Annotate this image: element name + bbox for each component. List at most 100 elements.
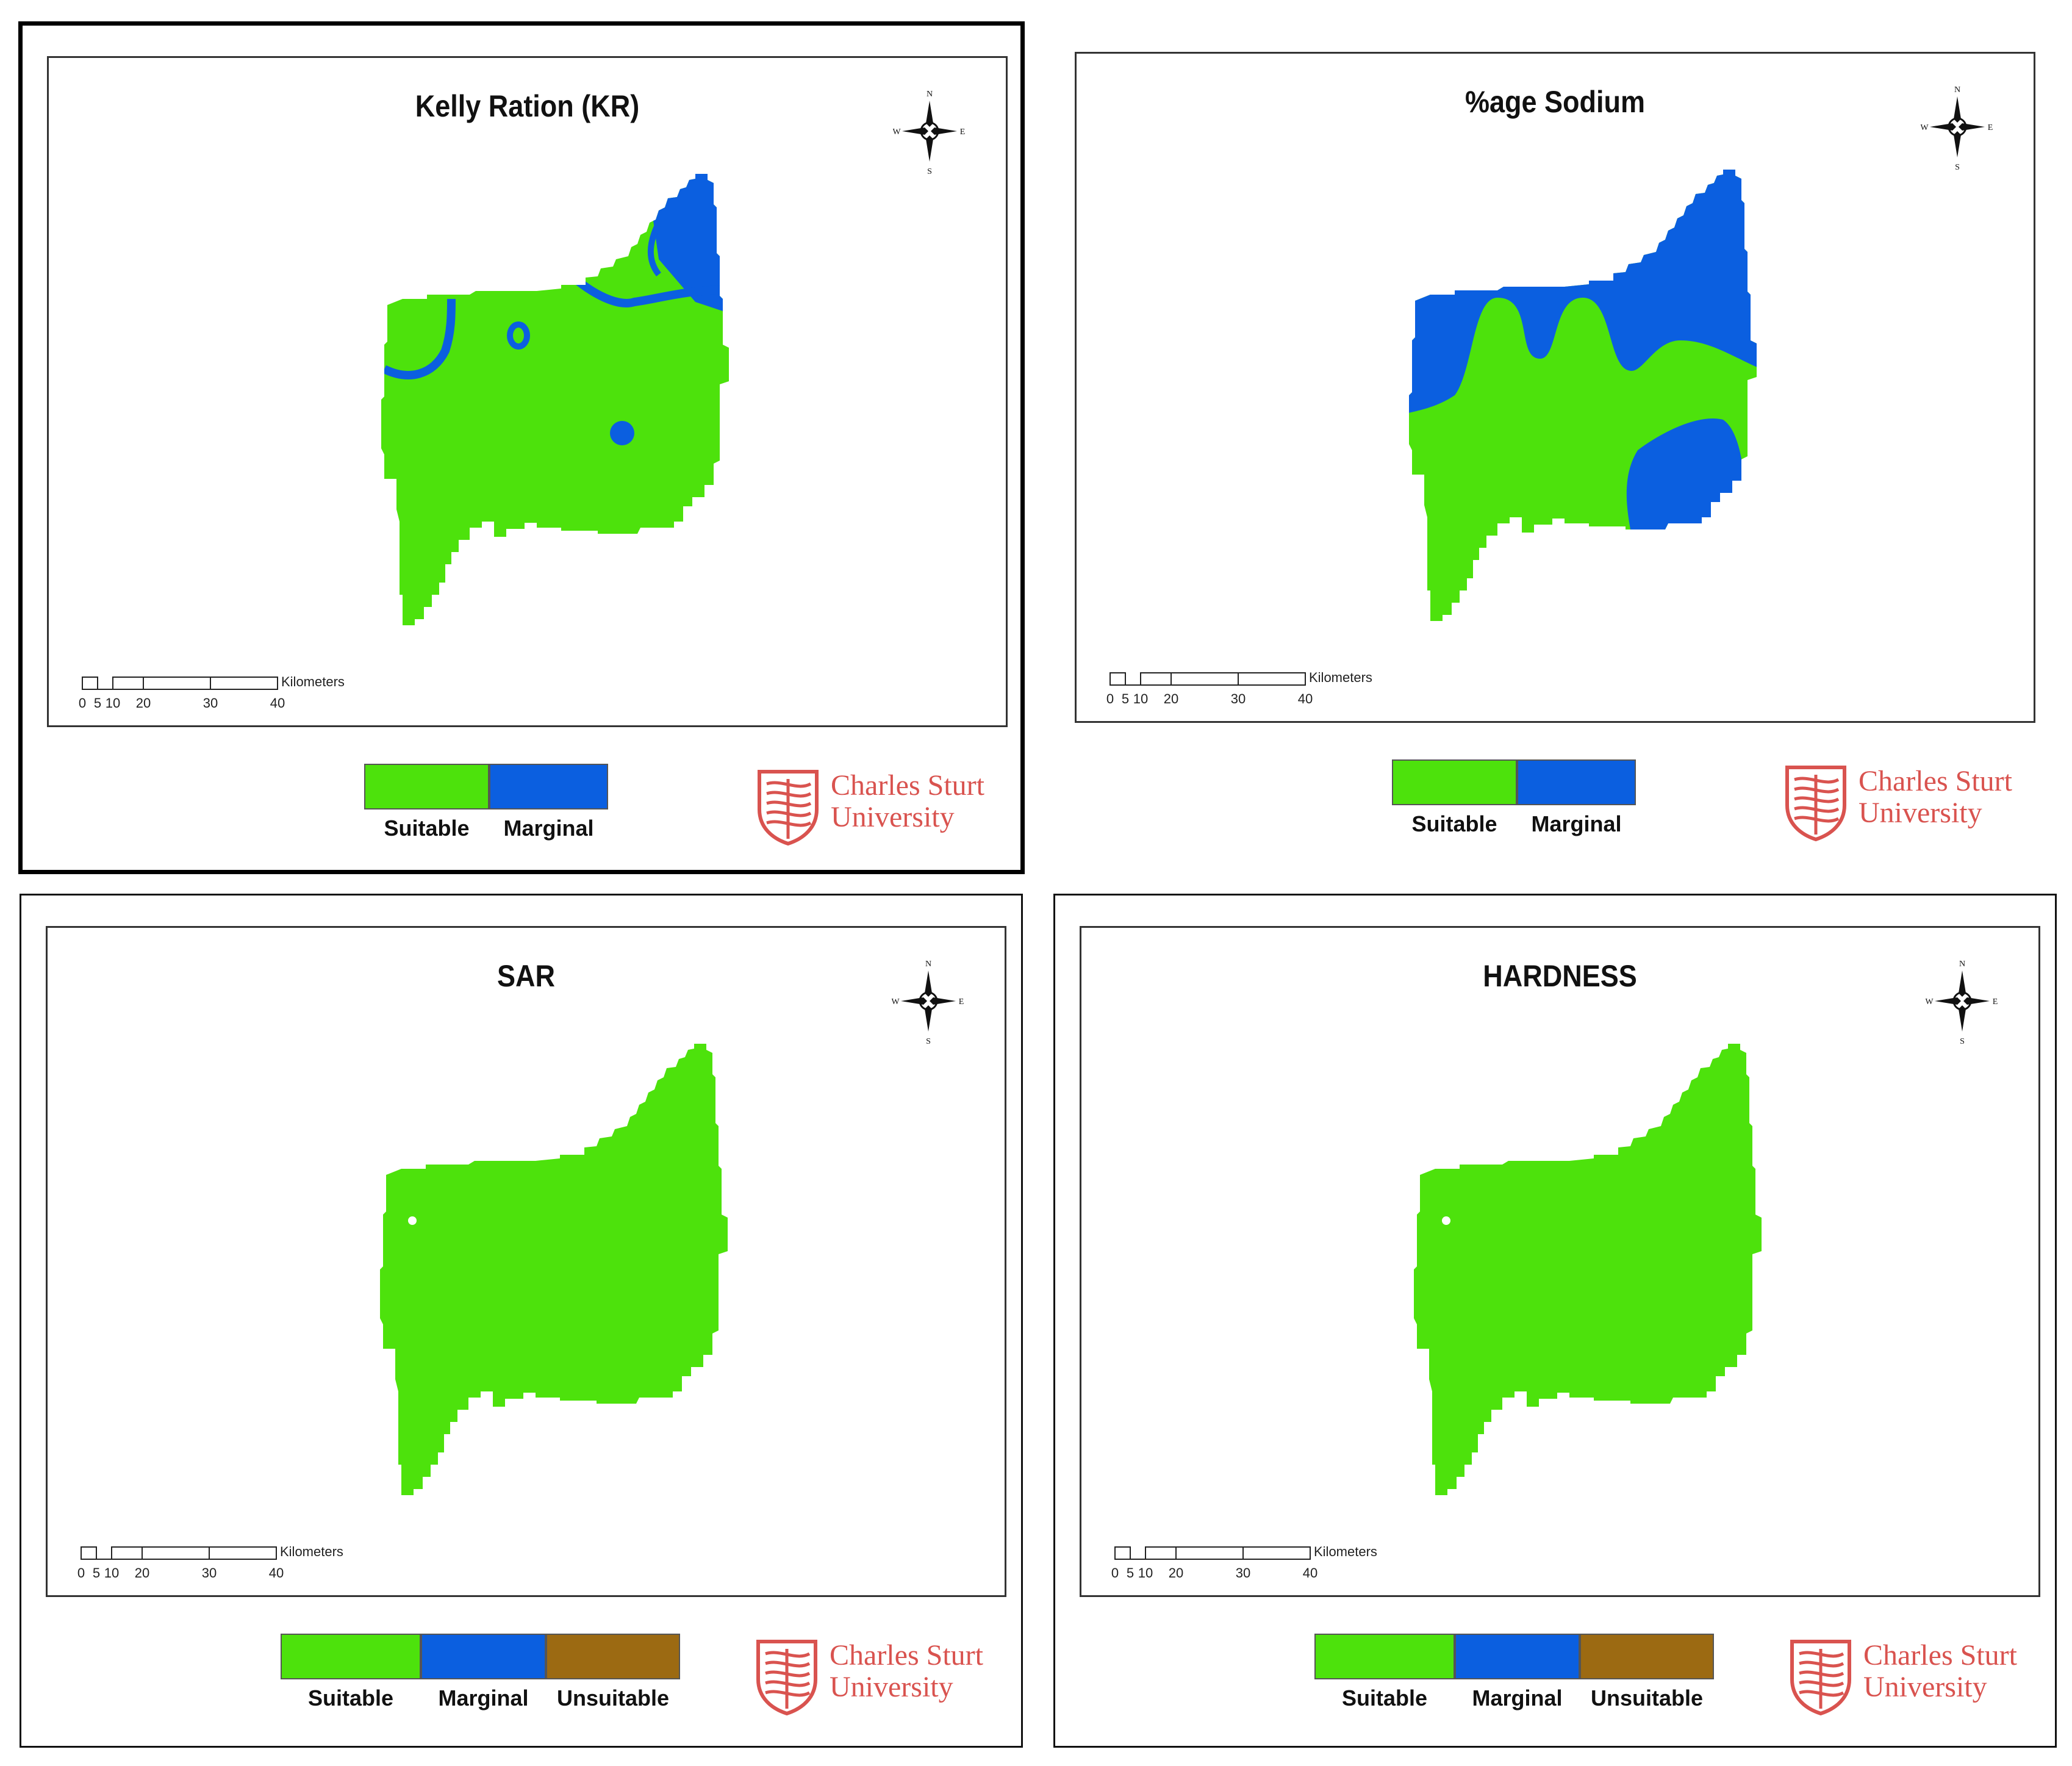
map-frame: Kelly Ration (KR) N S E W 0 5 10 20 30 40 Kilomet… bbox=[47, 56, 1008, 727]
compass-s: S bbox=[926, 1037, 931, 1046]
compass-n: N bbox=[927, 90, 933, 99]
legend bbox=[1392, 759, 1636, 805]
shield-icon bbox=[1785, 766, 1846, 842]
data-gap-spot bbox=[1442, 1216, 1450, 1225]
compass-e: E bbox=[960, 127, 966, 137]
scale-tick-label: 10 bbox=[1133, 691, 1148, 706]
compass-e: E bbox=[959, 997, 964, 1007]
compass-s: S bbox=[1960, 1037, 1965, 1046]
suitable-zone bbox=[380, 1044, 728, 1495]
marginal-ring bbox=[507, 321, 530, 350]
university-logo: Charles Sturt University bbox=[1787, 1637, 2043, 1722]
marginal-spot bbox=[610, 421, 634, 445]
map-frame: %age Sodium N S E W 0 5 10 20 30 40 Kilometers bbox=[1075, 52, 2035, 723]
region-map bbox=[381, 174, 729, 625]
scale-tick-label: 30 bbox=[203, 695, 218, 711]
compass-n: N bbox=[925, 960, 931, 969]
legend-label-suitable: Suitable bbox=[1341, 1685, 1428, 1710]
map-panel-hardness: HARDNESS N S E W 0 5 10 20 30 40 Kilometers Suita… bbox=[1053, 894, 2057, 1748]
map-panel-sar: SAR N S E W 0 5 10 20 30 40 Kilometers Suitable Ma… bbox=[20, 894, 1023, 1748]
north-arrow-icon: N S E W bbox=[1926, 960, 1998, 1046]
compass-n: N bbox=[1954, 85, 1960, 95]
map-title: HARDNESS bbox=[1483, 959, 1637, 993]
shield-icon bbox=[756, 1640, 817, 1716]
legend-swatch-marginal bbox=[421, 1634, 546, 1679]
scale-tick-label: 5 bbox=[94, 695, 101, 711]
marginal-contour bbox=[564, 268, 729, 307]
legend-swatch-unsuitable bbox=[546, 1634, 680, 1679]
logo-line-2: University bbox=[831, 801, 955, 833]
scale-tick-label: 0 bbox=[79, 695, 86, 711]
compass-w: W bbox=[892, 997, 900, 1007]
map-title: SAR bbox=[496, 959, 556, 993]
map-title: Kelly Ration (KR) bbox=[415, 89, 640, 123]
compass-s: S bbox=[1955, 163, 1960, 172]
legend-label-unsuitable: Unsuitable bbox=[556, 1685, 670, 1710]
university-logo: Charles Sturt University bbox=[755, 767, 1011, 852]
university-logo: Charles Sturt University bbox=[753, 1637, 1009, 1722]
marginal-contour bbox=[382, 298, 456, 379]
legend-swatch-unsuitable bbox=[1580, 1634, 1714, 1679]
logo-line-2: University bbox=[830, 1671, 953, 1703]
compass-w: W bbox=[1926, 997, 1934, 1007]
scale-tick-label: 5 bbox=[93, 1565, 100, 1581]
north-arrow-icon: N S E W bbox=[893, 90, 966, 176]
shield-icon bbox=[1790, 1640, 1851, 1716]
map-panel-sodium: %age Sodium N S E W 0 5 10 20 30 40 Kilometers Su… bbox=[1050, 21, 2057, 874]
university-name: Charles Sturt University bbox=[1859, 766, 2012, 829]
marginal-contour bbox=[647, 221, 662, 277]
region-map bbox=[380, 1044, 728, 1495]
marginal-zone bbox=[653, 174, 729, 314]
compass-n: N bbox=[1959, 960, 1965, 969]
region-map bbox=[1414, 1044, 1762, 1495]
map-frame: HARDNESS N S E W 0 5 10 20 30 40 Kilometers bbox=[1080, 926, 2040, 1597]
north-arrow-icon: N S E W bbox=[1921, 85, 1993, 172]
legend-label-marginal: Marginal bbox=[503, 816, 594, 841]
shield-icon bbox=[758, 770, 819, 846]
legend-swatch-suitable bbox=[1314, 1634, 1455, 1679]
legend-swatch-marginal bbox=[1517, 759, 1636, 805]
legend bbox=[281, 1634, 680, 1679]
scale-tick-label: 30 bbox=[1236, 1565, 1250, 1581]
legend-label-suitable: Suitable bbox=[384, 816, 470, 841]
legend-label-suitable: Suitable bbox=[1411, 811, 1497, 836]
logo-line-1: Charles Sturt bbox=[1859, 765, 2012, 797]
legend-swatch-marginal bbox=[1455, 1634, 1580, 1679]
legend bbox=[1314, 1634, 1714, 1679]
legend-swatch-suitable bbox=[1392, 759, 1517, 805]
region-map bbox=[1409, 170, 1757, 621]
compass-w: W bbox=[1921, 123, 1929, 132]
logo-line-1: Charles Sturt bbox=[830, 1639, 983, 1671]
map-frame: SAR N S E W 0 5 10 20 30 40 Kilometers bbox=[46, 926, 1006, 1597]
scale-tick-label: 30 bbox=[1231, 691, 1246, 706]
legend-swatch-marginal bbox=[489, 764, 608, 809]
legend-label-marginal: Marginal bbox=[1531, 811, 1622, 836]
logo-line-1: Charles Sturt bbox=[831, 769, 984, 802]
scale-tick-label: 5 bbox=[1122, 691, 1129, 706]
scale-tick-label: 40 bbox=[270, 695, 285, 711]
scale-tick-label: 10 bbox=[104, 1565, 119, 1581]
scale-tick-label: 20 bbox=[135, 1565, 149, 1581]
scale-tick-label: 20 bbox=[1169, 1565, 1183, 1581]
university-name: Charles Sturt University bbox=[830, 1640, 983, 1703]
scale-unit-label: Kilometers bbox=[280, 1544, 343, 1559]
legend-swatch-suitable bbox=[281, 1634, 421, 1679]
suitable-zone bbox=[1414, 1044, 1762, 1495]
compass-e: E bbox=[1988, 123, 1993, 132]
legend-label-unsuitable: Unsuitable bbox=[1590, 1685, 1704, 1710]
map-panel-kr: Kelly Ration (KR) N S E W 0 5 10 20 30 40 Kilomet… bbox=[18, 21, 1025, 874]
scale-tick-label: 20 bbox=[1164, 691, 1178, 706]
logo-line-1: Charles Sturt bbox=[1863, 1639, 2017, 1671]
scale-tick-label: 40 bbox=[1298, 691, 1313, 706]
university-name: Charles Sturt University bbox=[831, 770, 984, 833]
data-gap-spot bbox=[408, 1216, 417, 1225]
legend bbox=[364, 764, 608, 809]
university-logo: Charles Sturt University bbox=[1782, 763, 2038, 848]
legend-swatch-suitable bbox=[364, 764, 489, 809]
scale-tick-label: 10 bbox=[106, 695, 120, 711]
scale-tick-label: 30 bbox=[202, 1565, 217, 1581]
legend-label-marginal: Marginal bbox=[1472, 1685, 1563, 1710]
